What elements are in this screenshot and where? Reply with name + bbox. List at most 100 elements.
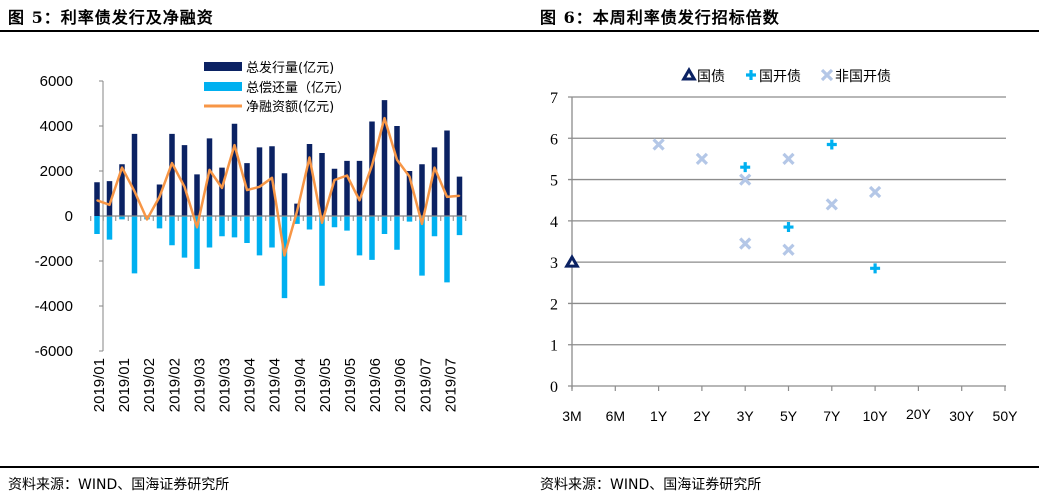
- repayment-bar: [331, 216, 338, 228]
- cdb-bond-point: [783, 222, 794, 233]
- issuance-bar: [206, 138, 213, 216]
- repayment-bar: [94, 216, 100, 234]
- repayment-bar: [306, 216, 313, 230]
- net-financing-point: [183, 185, 186, 188]
- repayment-bar: [369, 216, 375, 260]
- repayment-bar: [406, 216, 413, 222]
- legend-cdb-marker: [746, 70, 756, 80]
- repayment-bar: [256, 216, 263, 256]
- net-financing-point: [421, 223, 423, 225]
- non-cdb-bond-point: [825, 198, 838, 211]
- left-y-tick-label: 4000: [40, 118, 73, 135]
- net-financing-point: [246, 189, 248, 191]
- issuance-bar: [106, 181, 113, 216]
- left-y-tick-label: -4000: [35, 298, 73, 315]
- repayment-bar: [381, 216, 388, 234]
- non-cdb-bond-point: [652, 138, 665, 151]
- issuance-bar: [431, 147, 438, 216]
- issuance-bar: [94, 182, 100, 216]
- right-x-tick-label: 3Y: [737, 408, 755, 424]
- repayment-bar: [319, 216, 325, 286]
- left-x-tick-label: 2019/06: [392, 358, 409, 412]
- non-cdb-bond-point: [695, 152, 709, 166]
- issuance-bar: [131, 133, 138, 216]
- repayment-bar: [344, 216, 350, 231]
- net-financing-point: [321, 221, 323, 224]
- net-financing-point: [296, 210, 298, 213]
- right-x-tick-label: 1Y: [650, 408, 668, 424]
- repayment-bar: [456, 216, 463, 236]
- repayment-bar: [194, 216, 200, 269]
- non-cdb-bond-point: [739, 237, 752, 250]
- right-x-tick-label: 10Y: [863, 408, 889, 424]
- net-financing-point: [446, 196, 448, 198]
- legend-label: 净融资额(亿元): [246, 100, 334, 115]
- issuance-bar: [444, 130, 450, 216]
- left-x-tick-label: 2019/05: [342, 358, 359, 412]
- net-financing-point: [171, 162, 173, 164]
- issuance-bar: [344, 160, 350, 216]
- net-financing-point: [458, 194, 461, 197]
- repayment-bar: [269, 216, 275, 248]
- issuance-bar: [406, 171, 413, 216]
- issuance-bar: [306, 144, 313, 216]
- right-x-tick-label: 2Y: [693, 408, 711, 424]
- left-y-tick-label: 0: [65, 208, 73, 225]
- repayment-bar: [394, 216, 400, 250]
- footer-rule: [0, 466, 1039, 468]
- non-cdb-bond-point: [739, 173, 752, 186]
- issuance-bar: [181, 145, 188, 216]
- issuance-bar: [169, 133, 175, 216]
- left-x-tick-label: 2019/01: [116, 358, 133, 412]
- repayment-bar: [419, 216, 425, 276]
- legend-repayment-swatch: [204, 82, 242, 91]
- left-x-tick-label: 2019/07: [417, 358, 434, 412]
- right-x-tick-label: 3M: [562, 408, 581, 424]
- right-y-tick-label: 3: [550, 255, 558, 272]
- legend-label: 非国开债: [835, 69, 891, 85]
- issuance-bar: [394, 126, 400, 216]
- repayment-bar: [244, 216, 250, 243]
- issuance-bar: [256, 147, 263, 216]
- right-y-tick-label: 5: [550, 173, 558, 190]
- net-financing-point: [371, 164, 373, 167]
- issuance-bar: [194, 174, 200, 216]
- right-chart-title: 图 6：本周利率债发行招标倍数: [540, 8, 780, 27]
- right-x-tick-label: 50Y: [993, 408, 1019, 424]
- issuance-bar: [319, 153, 325, 216]
- issuance-bar: [219, 167, 225, 216]
- gov-bond-point-inner: [569, 260, 575, 265]
- net-financing-point: [358, 199, 361, 202]
- left-x-tick-label: 2019/04: [292, 358, 309, 412]
- right-y-tick-label: 7: [550, 90, 558, 107]
- legend-label: 国债: [697, 69, 725, 85]
- legend-label: 总发行量(亿元): [246, 60, 334, 76]
- net-financing-point: [433, 166, 436, 169]
- legend-label: 国开债: [759, 69, 801, 85]
- left-x-tick-label: 2019/04: [242, 358, 259, 412]
- issuance-bar: [381, 100, 388, 216]
- left-y-tick-label: 2000: [40, 163, 73, 180]
- net-financing-point: [396, 158, 398, 161]
- left-x-tick-label: 2019/07: [442, 358, 459, 412]
- right-y-tick-label: 2: [550, 296, 558, 313]
- right-x-tick-label: 6M: [606, 408, 625, 424]
- repayment-bar: [281, 216, 288, 299]
- repayment-bar: [169, 216, 175, 246]
- net-financing-line: [96, 116, 460, 257]
- cdb-bond-point: [826, 139, 837, 150]
- cdb-bond-point: [740, 162, 751, 173]
- net-financing-point: [283, 254, 286, 257]
- net-financing-point: [133, 190, 136, 193]
- repayment-bar: [356, 216, 363, 256]
- left-chart: 6000 4000 2000 0 -2000 -4000 -6000 2019/01 2019/…: [35, 60, 467, 412]
- repayment-bar: [206, 216, 213, 248]
- left-x-tick-label: 2019/03: [217, 358, 234, 412]
- issuance-bar: [356, 160, 363, 216]
- left-y-tick-label: -2000: [35, 253, 73, 270]
- net-financing-point: [221, 187, 223, 189]
- net-financing-point: [208, 169, 211, 171]
- net-financing-point: [108, 203, 111, 206]
- repayment-bar: [444, 216, 450, 283]
